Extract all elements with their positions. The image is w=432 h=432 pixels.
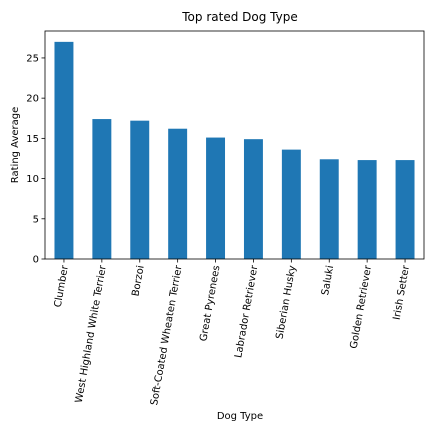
- bar: [206, 137, 226, 259]
- x-axis-title: Dog Type: [217, 411, 263, 422]
- x-tick-label: West Highland White Terrier: [74, 264, 109, 404]
- bar: [281, 149, 301, 259]
- x-tick-label: Siberian Husky: [275, 265, 299, 340]
- bar: [319, 159, 339, 259]
- bars-group: [54, 41, 415, 259]
- y-tick-label: 15: [26, 134, 39, 145]
- x-tick-label: Golden Retriever: [349, 264, 375, 350]
- y-tick-label: 0: [33, 255, 39, 266]
- plot-frame: [44, 30, 425, 260]
- y-tick-label: 10: [26, 174, 39, 185]
- x-tick-label: Irish Setter: [392, 264, 413, 321]
- chart-title: Top rated Dog Type: [181, 10, 297, 24]
- y-tick-label: 5: [33, 214, 39, 225]
- bar: [168, 128, 188, 259]
- x-tick-label: Saluki: [320, 265, 336, 297]
- x-tick-label: Soft-Coated Wheaten Terrier: [149, 264, 185, 407]
- bar: [130, 120, 150, 259]
- bar: [54, 41, 74, 259]
- bar: [357, 160, 377, 259]
- x-tick-label: Labrador Retriever: [233, 264, 260, 359]
- y-tick-label: 25: [26, 53, 39, 64]
- x-tick-label: Great Pyrenees: [198, 265, 222, 343]
- x-tick-label: Clumber: [53, 264, 71, 309]
- bar: [92, 119, 112, 259]
- x-tick-label: Borzoi: [130, 265, 146, 298]
- y-axis: 0 5 10 15 20 25: [26, 53, 45, 266]
- y-axis-title: Rating Average: [10, 107, 21, 183]
- x-axis: Clumber West Highland White Terrier Borzoi…: [53, 259, 412, 406]
- bar: [395, 160, 415, 259]
- bar: [243, 139, 263, 259]
- y-tick-label: 20: [26, 94, 39, 105]
